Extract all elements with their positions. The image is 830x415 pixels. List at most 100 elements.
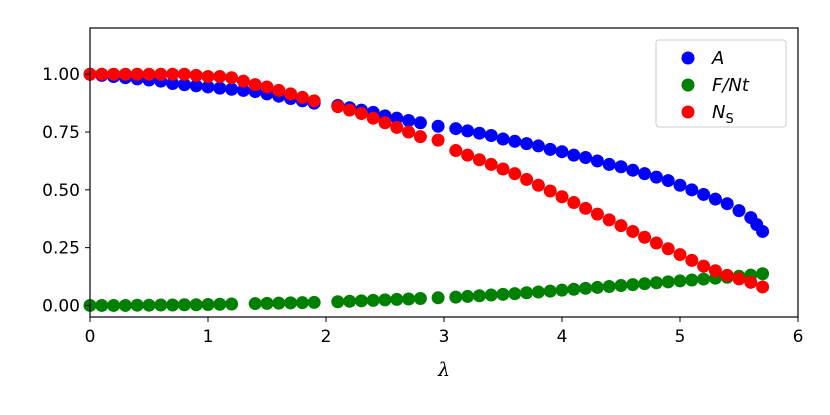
data-point [449, 144, 463, 158]
data-point [295, 90, 309, 104]
data-point [295, 296, 309, 310]
data-point [177, 67, 191, 81]
data-point [484, 288, 498, 302]
data-point [543, 184, 557, 198]
data-point [614, 279, 628, 293]
data-point [531, 285, 545, 299]
data-point [602, 279, 616, 293]
data-point [366, 111, 380, 125]
data-point [708, 192, 722, 206]
data-point [354, 294, 368, 308]
data-point [284, 87, 298, 101]
data-point [673, 248, 687, 262]
data-point [508, 134, 522, 148]
data-point [177, 78, 191, 92]
data-point [508, 167, 522, 181]
data-point [413, 116, 427, 130]
data-point [189, 298, 203, 312]
data-point [307, 295, 321, 309]
data-point [590, 207, 604, 221]
data-point [697, 272, 711, 286]
data-point [213, 81, 227, 95]
data-point [496, 287, 510, 301]
data-point [331, 100, 345, 114]
x-tick-label: 4 [557, 327, 568, 347]
data-point [225, 297, 239, 311]
x-tick-label: 2 [321, 327, 332, 347]
data-point [673, 178, 687, 192]
data-point [461, 148, 475, 162]
data-point [626, 163, 640, 177]
legend-label: NS [712, 102, 734, 127]
data-point [378, 116, 392, 130]
data-point [154, 67, 168, 81]
data-point [225, 82, 239, 96]
y-tick-label: 1.00 [42, 65, 80, 85]
data-point [118, 67, 132, 81]
data-point [331, 295, 345, 309]
data-point [402, 125, 416, 139]
data-point [272, 296, 286, 310]
data-point [720, 268, 734, 282]
data-point [431, 133, 445, 147]
legend-label: A [711, 48, 724, 69]
data-point [166, 298, 180, 312]
data-point [213, 297, 227, 311]
data-point [390, 111, 404, 125]
data-point [461, 289, 475, 303]
data-point [95, 67, 109, 81]
y-tick-label: 0.25 [42, 239, 80, 259]
data-point [661, 174, 675, 188]
data-point [166, 76, 180, 90]
series-f-nt [83, 267, 770, 312]
data-point [649, 170, 663, 184]
data-point [567, 148, 581, 162]
data-point [343, 103, 357, 117]
data-point [142, 67, 156, 81]
data-point [107, 298, 121, 312]
data-point [130, 67, 144, 81]
data-point [107, 67, 121, 81]
data-point [390, 292, 404, 306]
data-point [307, 94, 321, 108]
data-point [260, 80, 274, 94]
data-point [378, 293, 392, 307]
data-point [272, 83, 286, 97]
data-point [638, 230, 652, 244]
data-point [472, 126, 486, 140]
data-point [602, 157, 616, 171]
data-point [189, 79, 203, 93]
data-point [496, 162, 510, 176]
data-point [248, 297, 262, 311]
data-point [626, 278, 640, 292]
data-point [496, 132, 510, 146]
data-point [744, 275, 758, 289]
data-point [166, 67, 180, 81]
data-point [413, 292, 427, 305]
data-point [756, 267, 770, 281]
data-point [201, 70, 215, 84]
data-point [431, 119, 445, 133]
legend: A F/Nt NS [655, 39, 787, 128]
data-point [590, 154, 604, 168]
legend-label: F/Nt [712, 75, 750, 96]
x-tick-label: 3 [439, 327, 450, 347]
data-point [531, 139, 545, 153]
legend-marker [681, 78, 695, 92]
data-point [697, 259, 711, 273]
data-point [343, 294, 357, 308]
data-point [508, 287, 522, 301]
data-point [720, 197, 734, 211]
data-point [413, 130, 427, 144]
data-point [531, 178, 545, 192]
y-tick-label: 0.75 [42, 123, 80, 143]
data-point [661, 242, 675, 256]
data-point [685, 183, 699, 197]
data-point [590, 280, 604, 294]
data-point [130, 298, 144, 312]
data-point [402, 113, 416, 127]
data-point [661, 275, 675, 289]
data-point [118, 298, 132, 312]
data-point [201, 80, 215, 94]
